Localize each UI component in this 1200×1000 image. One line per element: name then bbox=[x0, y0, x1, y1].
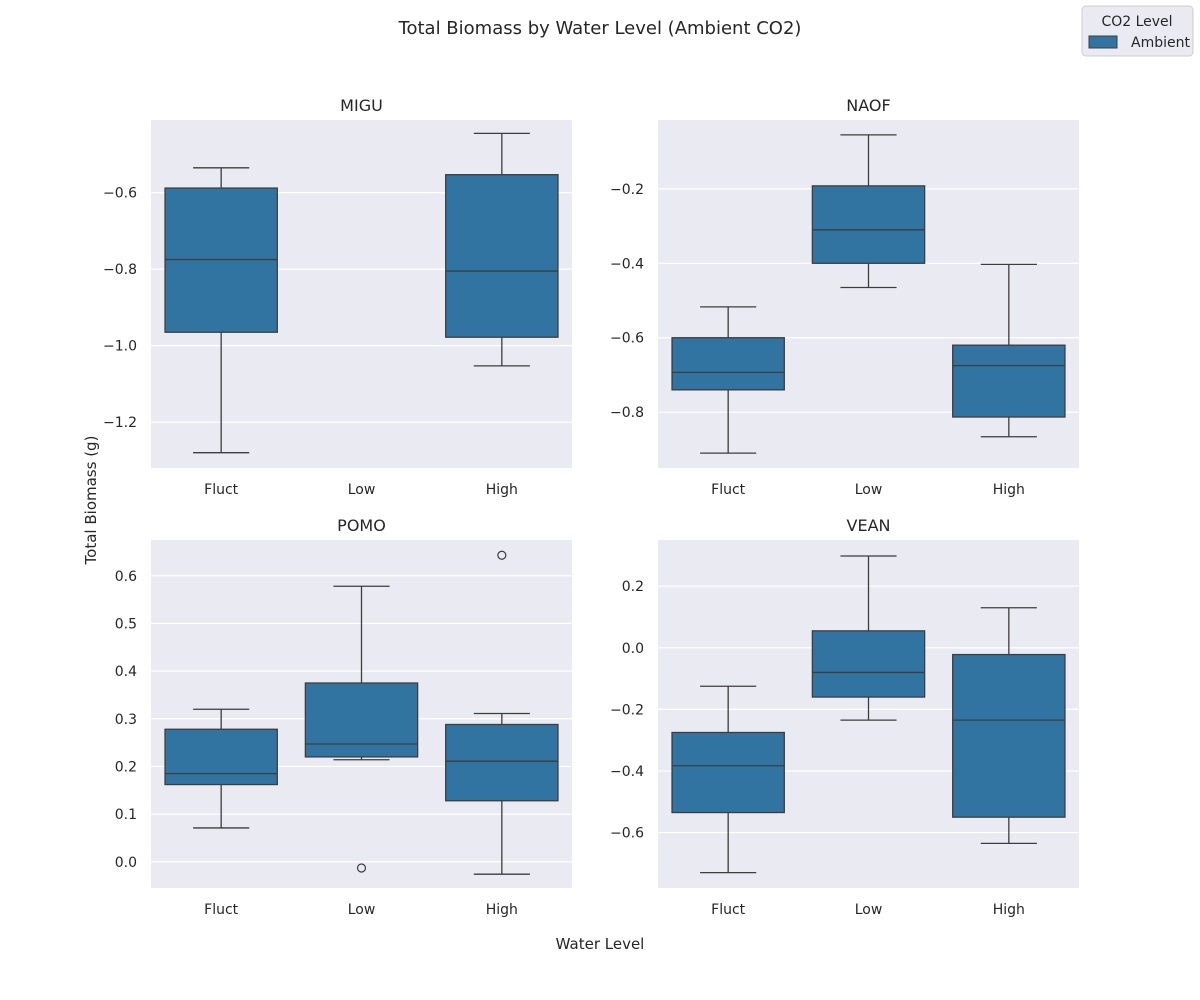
box-body-pomo-low bbox=[304, 682, 419, 758]
legend-title: CO2 Level bbox=[1101, 14, 1172, 30]
box-vean-low bbox=[811, 555, 926, 721]
x-tick-label-vean: High bbox=[993, 902, 1025, 918]
box-pomo-high bbox=[445, 550, 559, 875]
outlier-point-pomo-low bbox=[356, 863, 367, 873]
y-tick-label-migu: −1.0 bbox=[103, 339, 137, 355]
x-tick-label-vean: Low bbox=[855, 902, 883, 918]
outlier-point-pomo-high bbox=[497, 550, 507, 560]
y-tick-label-pomo: 0.5 bbox=[115, 616, 137, 632]
box-body-naof-high bbox=[952, 344, 1066, 418]
x-tick-label-migu: Fluct bbox=[204, 482, 239, 498]
x-tick-label-naof: High bbox=[993, 482, 1025, 498]
y-axis-label: Total Biomass (g) bbox=[82, 436, 100, 566]
box-naof-fluct bbox=[671, 306, 785, 454]
legend-swatch-ambient bbox=[1088, 35, 1118, 49]
y-tick-label-vean: 0.2 bbox=[622, 579, 644, 595]
y-tick-label-pomo: 0.0 bbox=[115, 855, 137, 871]
box-naof-high bbox=[952, 263, 1066, 438]
x-tick-label-migu: High bbox=[486, 482, 518, 498]
box-vean-high bbox=[952, 607, 1066, 844]
x-tick-label-vean: Fluct bbox=[711, 902, 746, 918]
panel-title-pomo: POMO bbox=[337, 516, 386, 535]
y-tick-label-pomo: 0.1 bbox=[115, 807, 137, 823]
box-pomo-low bbox=[304, 585, 419, 873]
box-body-naof-low bbox=[811, 185, 926, 264]
box-body-naof-fluct bbox=[671, 337, 785, 391]
panel-title-migu: MIGU bbox=[340, 96, 383, 115]
legend-label-ambient: Ambient bbox=[1131, 35, 1190, 51]
panel-vean: −0.6 −0.4 −0.2 0.0 0.2 Fluct Low High VEAN bbox=[610, 516, 1079, 918]
box-body-pomo-high bbox=[445, 723, 559, 802]
y-tick-label-pomo: 0.4 bbox=[115, 664, 137, 680]
y-tick-label-pomo: 0.2 bbox=[115, 759, 137, 775]
y-tick-label-vean: −0.4 bbox=[610, 764, 644, 780]
x-tick-label-migu: Low bbox=[348, 482, 376, 498]
box-body-migu-high bbox=[445, 174, 559, 338]
y-tick-label-migu: −0.6 bbox=[103, 186, 137, 202]
box-body-vean-fluct bbox=[671, 731, 785, 814]
box-pomo-fluct bbox=[164, 708, 278, 829]
box-naof-low bbox=[811, 134, 926, 289]
y-tick-label-naof: −0.8 bbox=[610, 405, 644, 421]
y-tick-label-naof: −0.6 bbox=[610, 331, 644, 347]
panel-naof: −0.8 −0.6 −0.4 −0.2 Fluct Low High NAOF bbox=[610, 96, 1079, 498]
figure-title: Total Biomass by Water Level (Ambient CO… bbox=[398, 18, 802, 39]
x-tick-label-naof: Fluct bbox=[711, 482, 746, 498]
y-tick-label-vean: −0.2 bbox=[610, 702, 644, 718]
panels: −1.2 −1.0 −0.8 −0.6 Fluct Low High MIGU −0.8 −0.6… bbox=[103, 96, 1079, 918]
x-tick-label-pomo: Low bbox=[348, 902, 376, 918]
y-tick-label-vean: 0.0 bbox=[622, 641, 644, 657]
x-axis-label: Water Level bbox=[556, 935, 645, 953]
panel-migu: −1.2 −1.0 −0.8 −0.6 Fluct Low High MIGU bbox=[103, 96, 572, 498]
panel-pomo: 0.0 0.1 0.2 0.3 0.4 0.5 0.6 Fluct Low High POMO bbox=[115, 516, 572, 918]
box-body-pomo-fluct bbox=[164, 728, 278, 786]
box-migu-fluct bbox=[164, 167, 278, 454]
x-tick-label-pomo: Fluct bbox=[204, 902, 239, 918]
x-tick-label-pomo: High bbox=[486, 902, 518, 918]
y-tick-label-migu: −0.8 bbox=[103, 262, 137, 278]
y-tick-label-migu: −1.2 bbox=[103, 415, 137, 431]
box-vean-fluct bbox=[671, 685, 785, 874]
y-tick-label-pomo: 0.3 bbox=[115, 712, 137, 728]
panel-title-vean: VEAN bbox=[847, 516, 891, 535]
y-tick-label-naof: −0.4 bbox=[610, 256, 644, 272]
x-tick-label-naof: Low bbox=[855, 482, 883, 498]
box-body-vean-high bbox=[952, 653, 1066, 818]
box-body-vean-low bbox=[811, 630, 926, 698]
y-tick-label-pomo: 0.6 bbox=[115, 569, 137, 585]
y-tick-label-vean: −0.6 bbox=[610, 826, 644, 842]
box-migu-high bbox=[445, 132, 559, 367]
legend: CO2 Level Ambient bbox=[1081, 5, 1194, 57]
panel-title-naof: NAOF bbox=[846, 96, 890, 115]
y-tick-label-naof: −0.2 bbox=[610, 182, 644, 198]
